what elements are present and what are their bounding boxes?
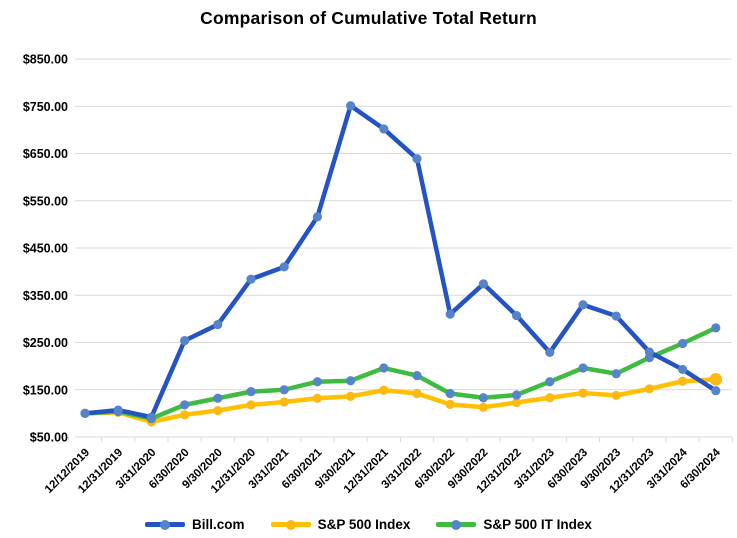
series-line-bill-com — [82, 103, 719, 420]
legend-label: Bill.com — [192, 517, 245, 532]
line-chart-plot: $850.00 $750.00 $650.00 $550.00 $450.00 $350.… — [23, 53, 733, 496]
legend-label: S&P 500 IT Index — [483, 517, 592, 532]
y-axis-label: $450.00 — [23, 242, 68, 256]
data-point-bill-com — [578, 300, 588, 310]
data-point-s-p-500-index — [644, 384, 655, 394]
legend-line-sample — [145, 519, 186, 530]
data-point-s-p-500-index — [545, 393, 555, 403]
chart-legend: Bill.com S&P 500 Index S&P 500 IT Index — [0, 517, 737, 532]
legend-item-s-p-500-index: S&P 500 Index — [270, 517, 411, 532]
legend-line-sample — [436, 519, 477, 530]
data-point-s-p-500-it-index — [312, 377, 322, 387]
legend-line-sample — [270, 519, 311, 530]
legend-marker-dot — [160, 519, 171, 530]
chart-title: Comparison of Cumulative Total Return — [200, 8, 537, 28]
data-point-bill-com — [511, 310, 522, 321]
data-point-s-p-500-it-index — [478, 393, 488, 403]
data-point-bill-com — [213, 319, 223, 330]
series-line-s-p-500-it-index — [82, 325, 719, 421]
data-point-bill-com — [644, 347, 655, 357]
legend-item-bill-com: Bill.com — [145, 517, 245, 532]
legend-marker-dot — [451, 519, 462, 530]
data-point-bill-com — [279, 262, 289, 272]
y-axis-label: $250.00 — [23, 336, 68, 350]
y-axis-label: $350.00 — [23, 289, 68, 303]
data-point-s-p-500-index — [478, 402, 488, 412]
data-point-bill-com — [478, 279, 488, 289]
data-point-bill-com — [113, 405, 123, 415]
y-axis-label: $850.00 — [23, 53, 68, 67]
data-point-s-p-500-index — [578, 388, 588, 398]
data-point-bill-com — [711, 386, 721, 396]
data-point-s-p-500-it-index — [711, 323, 721, 333]
data-point-s-p-500-it-index — [379, 363, 389, 373]
data-point-bill-com — [312, 212, 322, 222]
data-point-s-p-500-it-index — [511, 390, 522, 400]
data-point-bill-com — [80, 408, 90, 418]
data-point-bill-com — [379, 124, 389, 134]
data-point-bill-com — [545, 347, 555, 358]
data-point-s-p-500-it-index — [412, 370, 422, 381]
data-point-bill-com — [180, 336, 190, 346]
data-point-s-p-500-index — [246, 400, 256, 410]
data-point-bill-com — [678, 364, 688, 375]
legend-marker-dot — [285, 519, 296, 530]
data-point-s-p-500-it-index — [578, 363, 588, 373]
y-axis-label: $150.00 — [23, 383, 68, 397]
data-point-s-p-500-index — [279, 397, 289, 407]
data-point-s-p-500-it-index — [279, 385, 289, 395]
data-point-s-p-500-index — [412, 388, 422, 399]
data-point-s-p-500-index — [709, 373, 723, 386]
data-point-s-p-500-it-index — [246, 387, 256, 397]
data-point-s-p-500-index — [180, 410, 190, 420]
data-point-bill-com — [445, 309, 455, 319]
legend-item-s-p-500-it-index: S&P 500 IT Index — [436, 517, 592, 532]
data-point-bill-com — [246, 274, 256, 284]
data-point-s-p-500-index — [511, 397, 522, 408]
series-line-s-p-500-index — [82, 377, 719, 425]
data-point-s-p-500-it-index — [346, 376, 356, 386]
data-point-s-p-500-index — [678, 376, 688, 386]
data-point-bill-com — [412, 154, 422, 164]
data-point-s-p-500-it-index — [678, 338, 688, 349]
y-axis-label: $750.00 — [23, 100, 68, 114]
data-point-s-p-500-index — [312, 393, 322, 403]
data-point-s-p-500-index — [346, 391, 356, 401]
y-axis-label: $650.00 — [23, 147, 68, 161]
data-point-s-p-500-index — [213, 405, 223, 416]
data-point-bill-com — [146, 412, 156, 422]
data-point-s-p-500-index — [379, 385, 389, 395]
data-point-s-p-500-it-index — [545, 377, 555, 387]
data-point-s-p-500-index — [611, 390, 621, 401]
data-point-s-p-500-it-index — [180, 400, 190, 410]
data-point-s-p-500-it-index — [611, 369, 621, 379]
y-axis-label: $550.00 — [23, 194, 68, 208]
data-point-bill-com — [611, 311, 621, 321]
legend-label: S&P 500 Index — [317, 517, 411, 532]
data-point-bill-com — [346, 101, 356, 111]
y-axis-label: $50.00 — [30, 431, 68, 445]
data-point-s-p-500-it-index — [445, 388, 455, 399]
data-point-s-p-500-it-index — [213, 393, 223, 403]
data-point-s-p-500-index — [445, 399, 455, 409]
